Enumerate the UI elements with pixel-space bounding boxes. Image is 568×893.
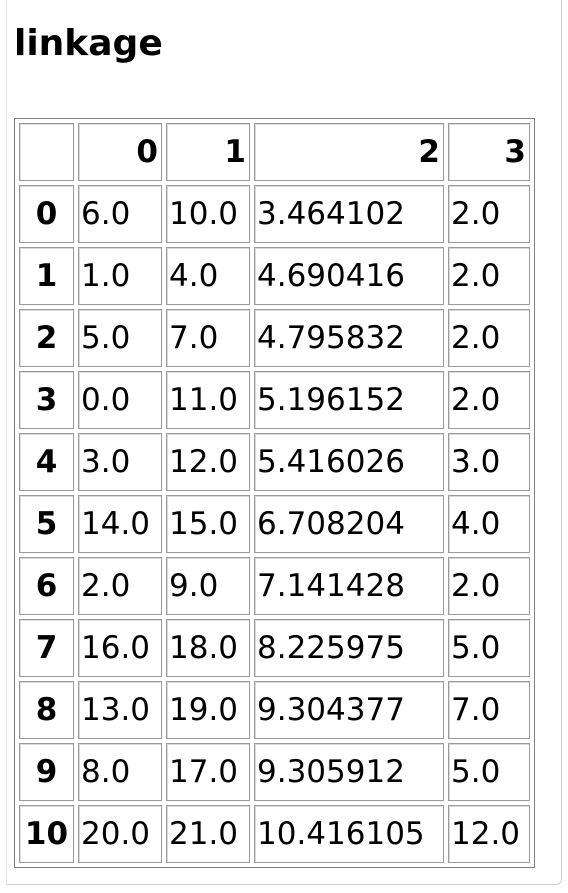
- table-cell: 3.464102: [254, 185, 444, 243]
- table-cell: 8.0: [78, 743, 162, 801]
- table-cell: 4.690416: [254, 247, 444, 305]
- row-index: 7: [19, 619, 74, 677]
- table-cell: 2.0: [448, 371, 530, 429]
- table-cell: 5.0: [448, 743, 530, 801]
- row-index: 6: [19, 557, 74, 615]
- row-index: 8: [19, 681, 74, 739]
- table-row: 7 16.0 18.0 8.225975 5.0: [19, 619, 530, 677]
- row-index: 9: [19, 743, 74, 801]
- table-cell: 2.0: [448, 247, 530, 305]
- table-row: 0 6.0 10.0 3.464102 2.0: [19, 185, 530, 243]
- row-index: 3: [19, 371, 74, 429]
- table-cell: 6.708204: [254, 495, 444, 553]
- table-row: 9 8.0 17.0 9.305912 5.0: [19, 743, 530, 801]
- table-cell: 7.141428: [254, 557, 444, 615]
- table-cell: 2.0: [448, 309, 530, 367]
- table-cell: 20.0: [78, 805, 162, 863]
- column-header-3: 3: [448, 123, 530, 181]
- table-cell: 0.0: [78, 371, 162, 429]
- table-cell: 9.0: [166, 557, 250, 615]
- table-cell: 4.0: [166, 247, 250, 305]
- table-cell: 3.0: [78, 433, 162, 491]
- table-cell: 17.0: [166, 743, 250, 801]
- table-cell: 6.0: [78, 185, 162, 243]
- table-row: 3 0.0 11.0 5.196152 2.0: [19, 371, 530, 429]
- linkage-table: 0 1 2 3 0 6.0 10.0 3.464102 2.0 1 1.0 4.…: [14, 118, 535, 868]
- table-row: 10 20.0 21.0 10.416105 12.0: [19, 805, 530, 863]
- table-row: 4 3.0 12.0 5.416026 3.0: [19, 433, 530, 491]
- row-index: 2: [19, 309, 74, 367]
- table-cell: 7.0: [166, 309, 250, 367]
- table-cell: 18.0: [166, 619, 250, 677]
- page-frame: [6, 0, 562, 885]
- table-cell: 2.0: [78, 557, 162, 615]
- row-index: 5: [19, 495, 74, 553]
- table-cell: 5.196152: [254, 371, 444, 429]
- table-cell: 12.0: [166, 433, 250, 491]
- table-cell: 8.225975: [254, 619, 444, 677]
- table-cell: 21.0: [166, 805, 250, 863]
- table-row: 5 14.0 15.0 6.708204 4.0: [19, 495, 530, 553]
- table-cell: 16.0: [78, 619, 162, 677]
- table-cell: 10.0: [166, 185, 250, 243]
- column-header-2: 2: [254, 123, 444, 181]
- table-cell: 11.0: [166, 371, 250, 429]
- table-cell: 5.0: [448, 619, 530, 677]
- row-index: 4: [19, 433, 74, 491]
- table-cell: 2.0: [448, 557, 530, 615]
- table-row: 6 2.0 9.0 7.141428 2.0: [19, 557, 530, 615]
- table-cell: 5.0: [78, 309, 162, 367]
- page-title: linkage: [14, 23, 163, 64]
- table-header: 0 1 2 3: [19, 123, 530, 181]
- table-cell: 12.0: [448, 805, 530, 863]
- header-row: 0 1 2 3: [19, 123, 530, 181]
- table-body: 0 6.0 10.0 3.464102 2.0 1 1.0 4.0 4.6904…: [19, 185, 530, 863]
- column-header-0: 0: [78, 123, 162, 181]
- row-index: 10: [19, 805, 74, 863]
- table-cell: 5.416026: [254, 433, 444, 491]
- table-cell: 4.795832: [254, 309, 444, 367]
- table-row: 8 13.0 19.0 9.304377 7.0: [19, 681, 530, 739]
- table-cell: 15.0: [166, 495, 250, 553]
- table-cell: 1.0: [78, 247, 162, 305]
- table-cell: 13.0: [78, 681, 162, 739]
- table-cell: 19.0: [166, 681, 250, 739]
- table-cell: 2.0: [448, 185, 530, 243]
- table-cell: 9.305912: [254, 743, 444, 801]
- table-row: 1 1.0 4.0 4.690416 2.0: [19, 247, 530, 305]
- row-index: 1: [19, 247, 74, 305]
- table-row: 2 5.0 7.0 4.795832 2.0: [19, 309, 530, 367]
- table-cell: 3.0: [448, 433, 530, 491]
- table-cell: 9.304377: [254, 681, 444, 739]
- table-cell: 14.0: [78, 495, 162, 553]
- table-cell: 4.0: [448, 495, 530, 553]
- column-header-index: [19, 123, 74, 181]
- column-header-1: 1: [166, 123, 250, 181]
- table-cell: 7.0: [448, 681, 530, 739]
- table-cell: 10.416105: [254, 805, 444, 863]
- row-index: 0: [19, 185, 74, 243]
